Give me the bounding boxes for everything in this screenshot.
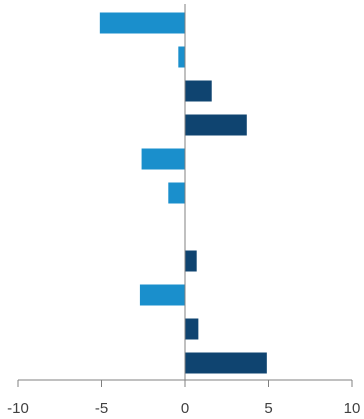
x-tick-label-0: -10 <box>7 400 29 417</box>
bar-10 <box>185 352 267 374</box>
bar-3 <box>185 114 247 136</box>
bar-1 <box>178 46 185 68</box>
bar-4 <box>141 148 185 170</box>
bar-7 <box>185 250 197 272</box>
bar-8 <box>139 284 185 306</box>
bar-9 <box>185 318 199 340</box>
x-tick-label-2: 0 <box>181 400 189 417</box>
x-tick-label-3: 5 <box>264 400 272 417</box>
x-tick-label-1: -5 <box>95 400 108 417</box>
bar-5 <box>168 182 185 204</box>
bar-0 <box>99 12 185 34</box>
x-axis-ticks: -10 -5 0 5 10 <box>7 380 360 417</box>
x-tick-label-4: 10 <box>344 400 361 417</box>
bar-2 <box>185 80 212 102</box>
bars-layer <box>99 12 267 374</box>
